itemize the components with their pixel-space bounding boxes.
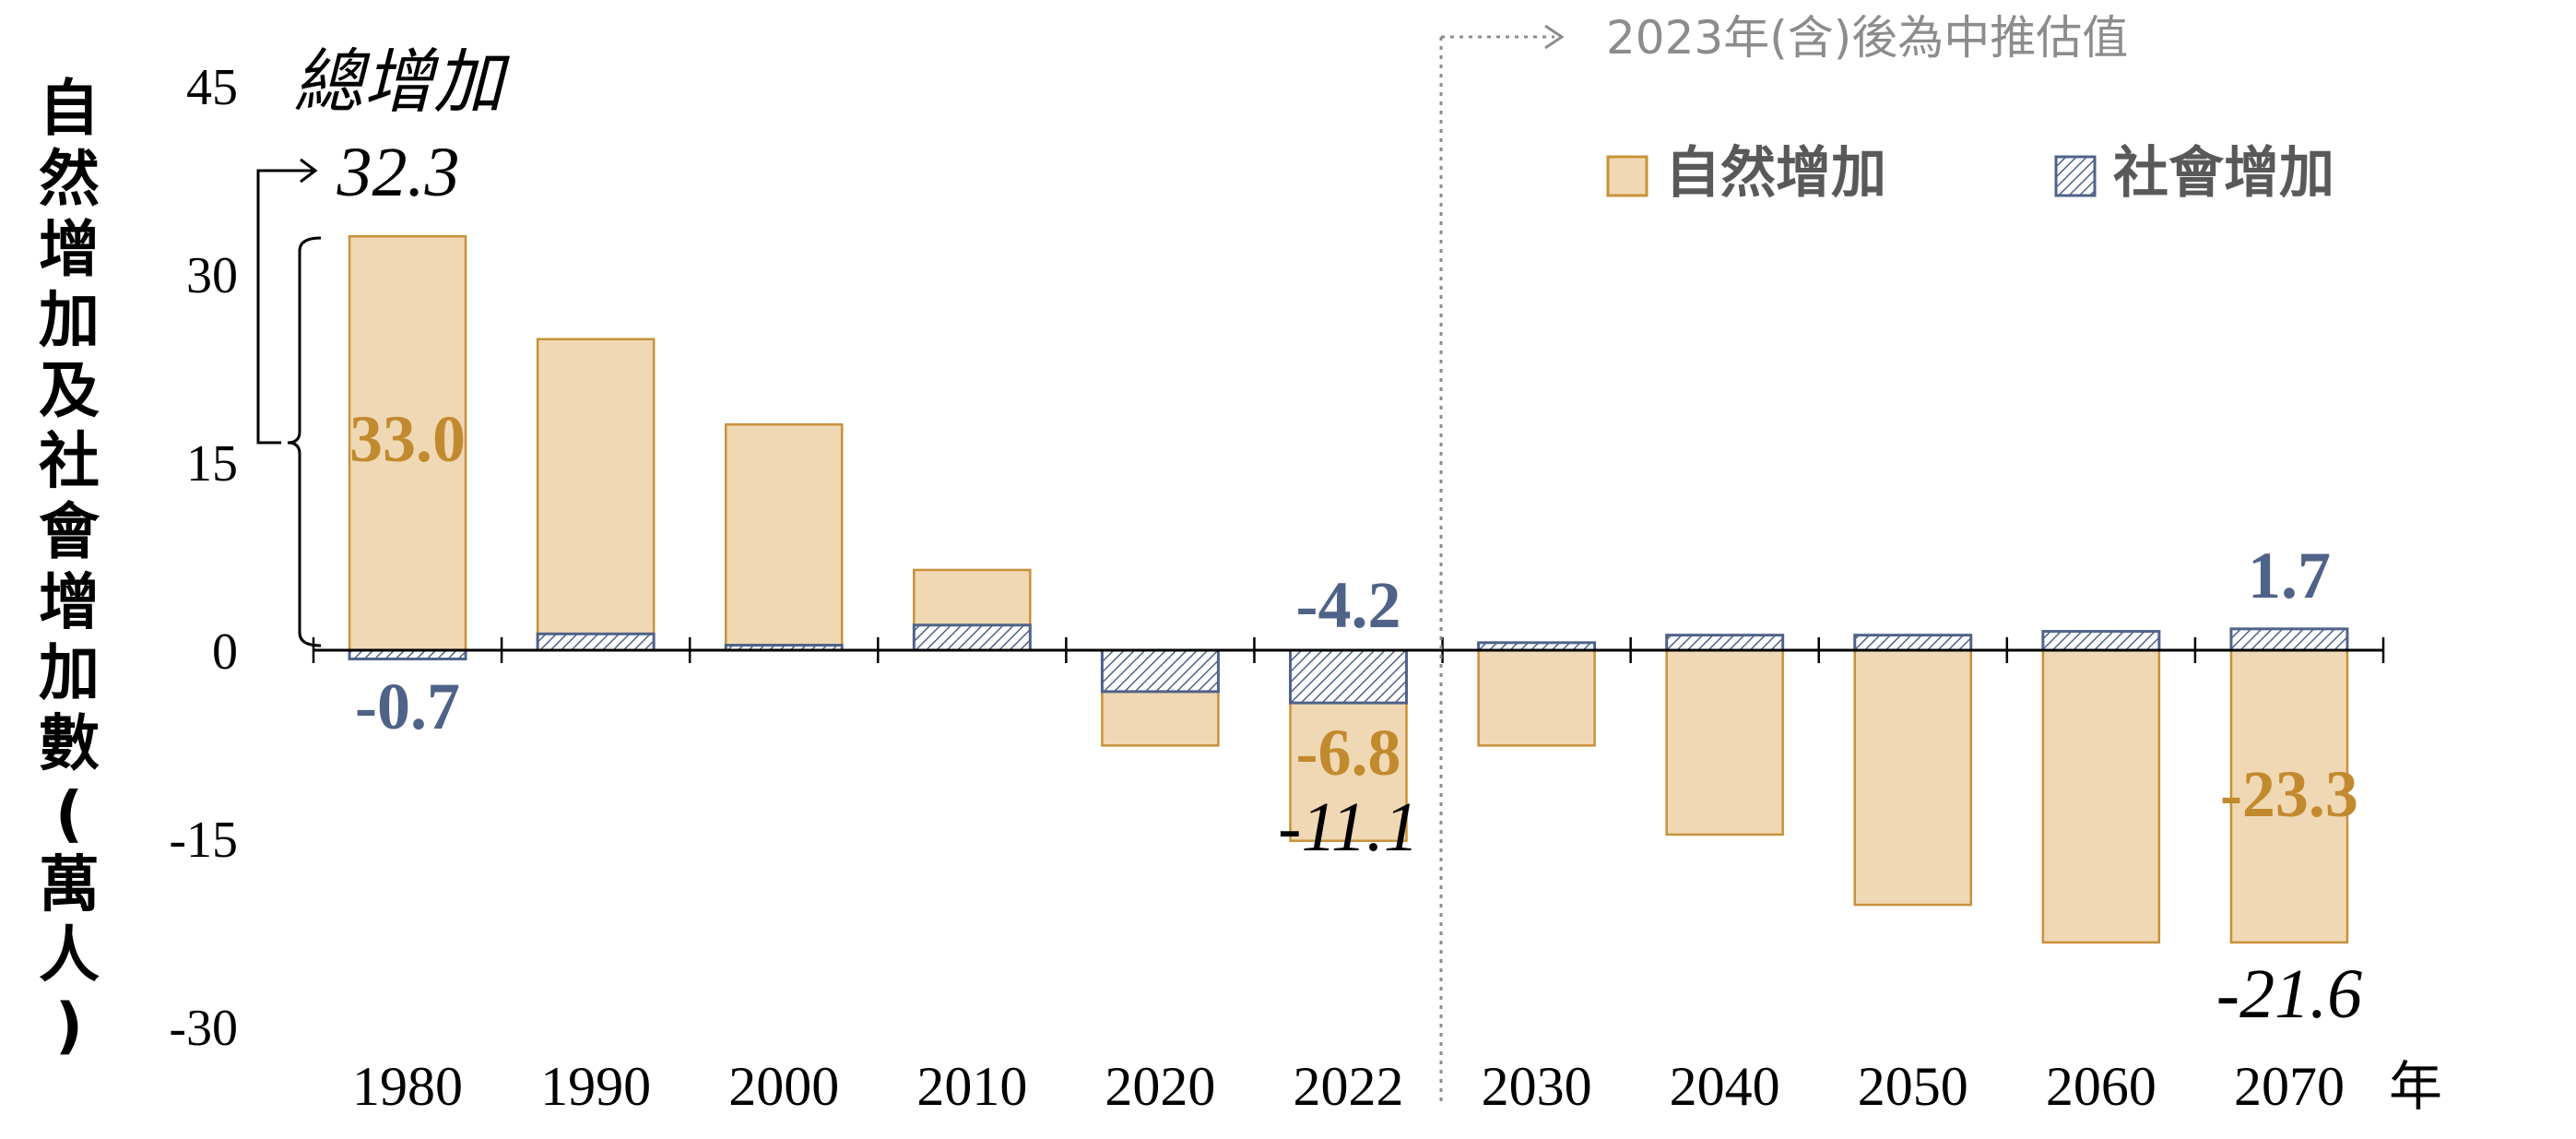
total-bracket bbox=[287, 236, 322, 647]
x-tick-label-2040: 2040 bbox=[1670, 1056, 1780, 1117]
x-unit-label: 年 bbox=[2389, 1055, 2442, 1118]
y-tick-label: 30 bbox=[186, 247, 238, 304]
x-tick-label-2070: 2070 bbox=[2234, 1056, 2345, 1117]
natural-bar-2040 bbox=[1665, 648, 1784, 836]
total-data-label-2022: -11.1 bbox=[1278, 789, 1419, 866]
y-tick-label: 15 bbox=[186, 435, 238, 492]
x-tick-label-1990: 1990 bbox=[540, 1056, 651, 1117]
total-bracket-arrow-head bbox=[300, 158, 318, 184]
y-tick-label: 0 bbox=[212, 623, 238, 681]
natural-bar-2022 bbox=[1289, 701, 1408, 842]
y-tick-label: -30 bbox=[169, 1000, 238, 1057]
social-bar-2022 bbox=[1289, 648, 1408, 705]
social-bar-2050 bbox=[1853, 634, 1973, 652]
natural-bar-1990 bbox=[536, 338, 656, 635]
bars-layer bbox=[348, 234, 2349, 944]
social-bar-2070 bbox=[2229, 627, 2349, 652]
x-tick-label-1980: 1980 bbox=[352, 1056, 463, 1117]
natural-bar-1980 bbox=[348, 234, 467, 652]
natural-bar-2050 bbox=[1853, 648, 1973, 907]
x-tick-label-2050: 2050 bbox=[1858, 1056, 1968, 1117]
x-tick-label-2030: 2030 bbox=[1482, 1056, 1592, 1117]
total-bracket-arrow bbox=[256, 169, 313, 445]
y-axis-label: 自然增加及社會增加數(萬人) bbox=[39, 73, 100, 1062]
y-tick-label: 45 bbox=[186, 59, 238, 116]
total-data-label-2070: -21.6 bbox=[2216, 955, 2362, 1033]
x-tick-label-2022: 2022 bbox=[1294, 1056, 1404, 1117]
y-tick-label: -15 bbox=[169, 812, 238, 869]
legend-swatch-natural bbox=[1606, 155, 1648, 197]
social-bar-2040 bbox=[1665, 634, 1785, 652]
legend-swatch-social bbox=[2054, 155, 2097, 197]
natural-bar-2070 bbox=[2229, 648, 2349, 944]
social-data-label-2070: 1.7 bbox=[2248, 539, 2331, 612]
social-bar-2020 bbox=[1100, 648, 1220, 694]
natural-bar-2020 bbox=[1101, 690, 1220, 747]
social-bar-2010 bbox=[912, 623, 1032, 652]
natural-data-label-1980: 33.0 bbox=[349, 402, 466, 476]
x-tick-label-2060: 2060 bbox=[2046, 1056, 2157, 1117]
natural-bar-2000 bbox=[724, 422, 844, 647]
social-bar-2060 bbox=[2041, 630, 2161, 652]
social-bar-1990 bbox=[536, 632, 656, 652]
natural-data-label-2022: -6.8 bbox=[1296, 716, 1401, 789]
total-data-label-1980: 32.3 bbox=[337, 134, 460, 211]
natural-bar-2030 bbox=[1477, 648, 1596, 747]
x-tick-label-2000: 2000 bbox=[728, 1056, 839, 1117]
legend-label-social: 社會增加 bbox=[2113, 141, 2334, 206]
x-tick-label-2020: 2020 bbox=[1105, 1056, 1215, 1117]
natural-bar-2060 bbox=[2041, 648, 2161, 944]
projection-arrow-head bbox=[1544, 24, 1565, 50]
legend: 自然增加 社會增加 bbox=[1606, 141, 2334, 206]
total-series-label: 總增加 bbox=[293, 41, 510, 123]
x-tick-label-2010: 2010 bbox=[916, 1056, 1027, 1117]
projection-note: 2023年(含)後為中推估值 bbox=[1606, 11, 2128, 65]
natural-bar-2010 bbox=[913, 568, 1032, 627]
natural-data-label-2070: -23.3 bbox=[2220, 757, 2358, 831]
social-data-label-2022: -4.2 bbox=[1296, 568, 1401, 642]
social-data-label-1980: -0.7 bbox=[355, 670, 460, 743]
legend-label-natural: 自然增加 bbox=[1665, 141, 1886, 206]
axes-layer: -30 -15 0 15 30 45 1980 1990 2000 2010 2020 2022 203… bbox=[39, 24, 2442, 1118]
